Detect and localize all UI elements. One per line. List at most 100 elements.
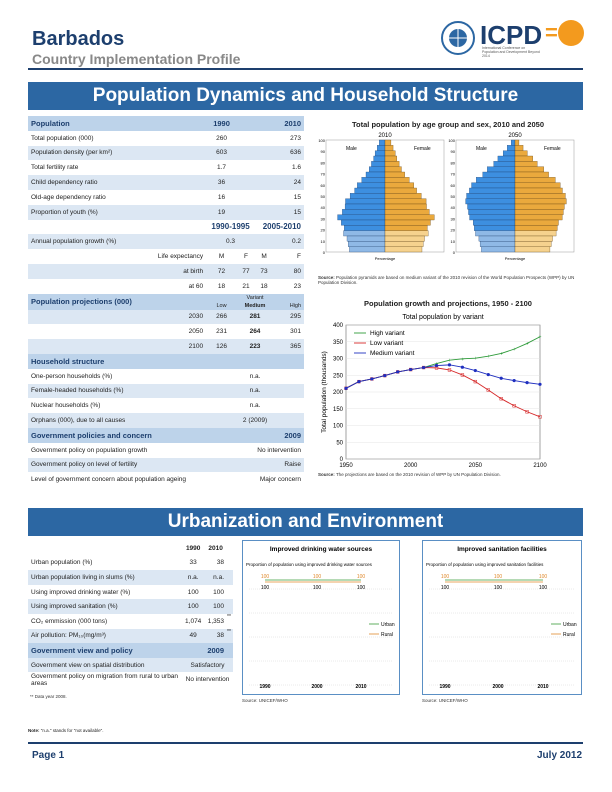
data-point-medium — [409, 367, 413, 372]
male-bar — [478, 235, 516, 242]
table-cell — [28, 220, 206, 235]
female-bar — [384, 145, 394, 151]
data-year-footnote: ** Data year 2008. — [30, 694, 67, 699]
table-row: Air pollution: PM₁₀(mg/m³) 49 38 ** — [28, 628, 233, 644]
female-bar — [514, 187, 563, 194]
row-value: 16 — [217, 193, 226, 201]
water-source: Source: UNICEF/WHO — [242, 698, 288, 703]
male-bar — [469, 187, 516, 194]
note: Note: "n.a." stands for "not available". — [28, 728, 104, 733]
row-value: 636 — [273, 145, 304, 161]
table-row: 2050 231 264 301 — [28, 324, 304, 339]
rural-value: 100 — [494, 585, 503, 591]
row-value: Raise — [206, 457, 304, 473]
urban-value: 100 — [261, 574, 270, 580]
male-bar — [341, 219, 386, 226]
series-line — [345, 364, 541, 389]
table-row: Child dependency ratio 36 24 — [28, 175, 304, 190]
chart-title: Improved drinking water sources — [270, 546, 373, 553]
pyramid-y-tick: 40 — [321, 205, 326, 210]
data-point-high: + — [448, 358, 451, 364]
female-bar — [384, 182, 414, 189]
female-bar — [514, 171, 549, 178]
male-bar — [369, 166, 386, 173]
data-point-medium — [538, 382, 542, 386]
row-value: 100 — [204, 599, 227, 614]
pyramid-y-tick: 10 — [451, 239, 456, 244]
data-point-high: + — [487, 354, 490, 360]
male-bar — [344, 225, 386, 231]
row-label: Using improved sanitation (%) — [28, 599, 183, 614]
table-row: Urban population (%) 33 38 — [28, 556, 233, 571]
row-label: Urban population (%) — [31, 559, 93, 567]
y-tick-label: 0 — [340, 457, 344, 463]
male-bar — [349, 193, 386, 199]
row-value: Satisfactory — [182, 657, 233, 673]
female-bar — [384, 193, 422, 199]
data-point-medium — [344, 386, 348, 390]
pyramid-year: 2010 — [378, 133, 392, 139]
table-row: Old-age dependency ratio 16 15 — [28, 190, 304, 205]
icpd-logo-text: International Conference on Population a… — [482, 46, 540, 58]
data-point-high: + — [474, 356, 477, 362]
pyramid-year: 2050 — [508, 133, 522, 139]
row-label: Total fertility rate — [31, 164, 79, 172]
row-value: 23 — [293, 282, 301, 290]
chart-subtitle: Proportion of population using improved … — [246, 562, 373, 567]
pyramid-y-tick: 20 — [451, 228, 456, 233]
male-bar — [497, 155, 516, 162]
data-point-medium — [447, 363, 452, 367]
legend-label: Rural — [381, 632, 393, 638]
female-bar — [514, 203, 565, 210]
row-label: CO₂ emmission (000 tons) — [31, 617, 108, 625]
data-point-high: + — [500, 351, 503, 357]
y-tick-label: 100 — [333, 424, 344, 430]
life-header-row: Life expectancy M F M F — [28, 249, 304, 264]
data-point-medium — [396, 370, 400, 374]
table-row: Government policy on migration from rura… — [28, 672, 233, 687]
female-bar — [514, 193, 566, 199]
table-row: Population density (per km²) 603 636 — [28, 145, 304, 161]
data-point-medium — [486, 372, 490, 377]
profile-subtitle: Country Implementation Profile — [32, 51, 241, 67]
male-bar — [479, 241, 516, 247]
spacer — [236, 204, 274, 220]
male-bar — [476, 177, 516, 183]
row-value: 231 — [216, 328, 227, 336]
data-point-low — [499, 397, 503, 401]
table-row: 2030 266 281 295 — [28, 309, 304, 325]
data-point-medium — [499, 376, 503, 380]
female-bar — [514, 230, 557, 237]
row-label: Level of government concern about popula… — [31, 476, 187, 484]
footnote-mark — [227, 599, 233, 614]
section-header-row: Household structure — [28, 353, 304, 369]
row-value: 24 — [273, 175, 304, 190]
projections-header: Population projections (000) — [28, 293, 207, 310]
sex-label: F — [244, 253, 248, 261]
section-header-row: Population 1990 2010 — [28, 116, 304, 131]
data-point-medium — [357, 380, 361, 384]
y-tick-label: 250 — [333, 373, 344, 379]
data-point-low — [460, 373, 465, 377]
data-point-medium — [422, 365, 426, 370]
urban-value: 100 — [494, 574, 503, 580]
urban-value: 100 — [357, 574, 366, 580]
male-bar — [474, 225, 516, 231]
female-bar — [514, 225, 558, 231]
row-value: 18 — [217, 282, 226, 290]
row-label: Proportion of youth (%) — [28, 204, 207, 220]
female-bar — [384, 219, 431, 226]
water-chart-panel: Improved drinking water sources Proportio… — [242, 540, 400, 695]
male-bar — [379, 139, 386, 146]
male-bar — [349, 246, 386, 253]
row-value: 15 — [293, 193, 301, 201]
pyramid-source: Source: Population pyramids are based on… — [318, 275, 575, 285]
female-bar — [384, 225, 428, 231]
data-point-high: + — [526, 341, 529, 347]
data-point-low — [447, 368, 452, 372]
row-label: Using improved drinking water (%) — [31, 588, 131, 596]
data-point-medium — [434, 363, 439, 368]
pyramid-y-tick: 70 — [321, 172, 326, 177]
pyramid-y-tick: 80 — [321, 160, 326, 165]
data-point-low — [486, 388, 490, 392]
